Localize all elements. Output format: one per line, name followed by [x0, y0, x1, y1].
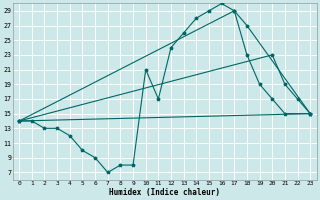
X-axis label: Humidex (Indice chaleur): Humidex (Indice chaleur): [109, 188, 220, 197]
